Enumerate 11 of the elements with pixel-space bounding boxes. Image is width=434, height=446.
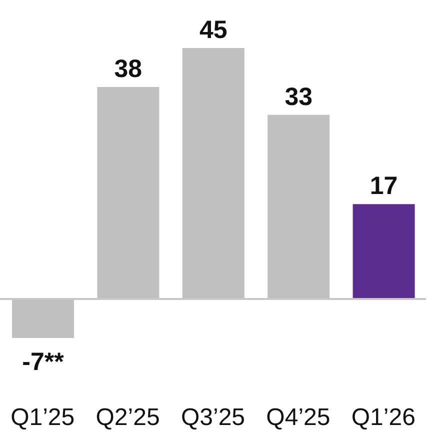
x-tick-label: Q1’25 bbox=[10, 404, 75, 432]
data-label: 17 bbox=[370, 172, 398, 200]
x-tick-label: Q2’25 bbox=[96, 404, 160, 432]
data-label: 33 bbox=[284, 82, 313, 111]
data-label: 38 bbox=[114, 55, 142, 84]
bar bbox=[352, 204, 415, 299]
data-label: -7** bbox=[22, 348, 64, 376]
x-tick-label: Q1’26 bbox=[351, 404, 416, 432]
data-label: 45 bbox=[199, 16, 228, 44]
x-tick-label: Q3’25 bbox=[180, 404, 246, 432]
x-tick-label: Q4’25 bbox=[266, 404, 330, 432]
